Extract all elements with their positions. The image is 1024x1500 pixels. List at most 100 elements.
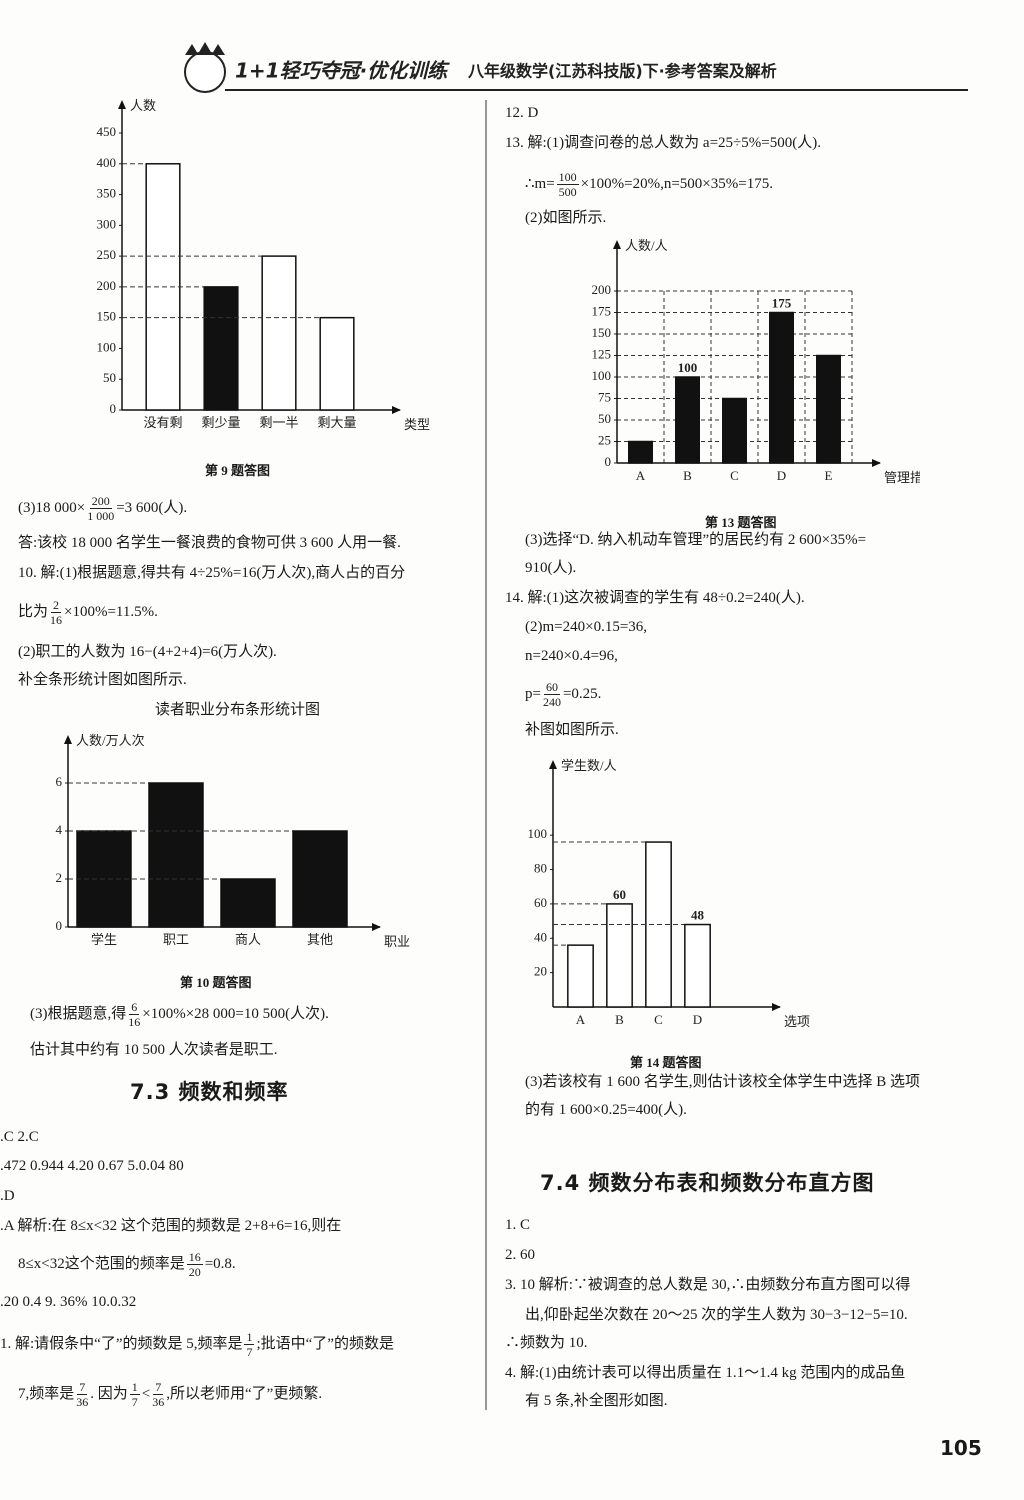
text: 2. 60 [505, 1247, 535, 1263]
text: 8≤x<32这个范围的频率是 [18, 1255, 185, 1272]
x-tick-label: 剩一半 [259, 415, 298, 430]
chart-caption: 第 14 题答图 [630, 1055, 702, 1070]
y-axis-label: 人数/人 [625, 238, 668, 253]
y-tick-label: 40 [534, 929, 547, 944]
x-tick-label: 商人 [235, 932, 261, 947]
text: ,所以老师用“了”更频繁. [166, 1385, 323, 1402]
bar [722, 397, 747, 464]
text: < [141, 1385, 151, 1402]
text: (3)选择“D. 纳入机动车管理”的居民约有 2 600×35%= [525, 532, 867, 548]
numerator: 200 [89, 494, 112, 509]
x-axis-arrow [392, 406, 401, 414]
text-line: 出,仰卧起坐次数在 20～25 次的学生人数为 30−3−12−5=10. [525, 1305, 908, 1325]
header-art: 1+1轻巧夺冠·优化训练 八年级数学(江苏科技版)下·参考答案及解析 [184, 42, 968, 93]
text: (3)若该校有 1 600 名学生,则估计该校全体学生中选择 B 选项 [525, 1074, 920, 1090]
value-label: 175 [772, 295, 792, 310]
x-axis-label: 职业 [384, 934, 410, 949]
text: 有 5 条,补全图形如图. [525, 1393, 668, 1409]
bar [675, 376, 700, 464]
x-tick-label: 学生 [91, 932, 117, 947]
text: 14. 解:(1)这次被调查的学生有 48÷0.2=240(人). [505, 590, 805, 606]
y-tick-label: 0 [605, 454, 612, 469]
x-tick-label: 剩大量 [317, 415, 356, 430]
text-line: 12. D [505, 103, 538, 123]
chart-title: 读者职业分布条形统计图 [155, 702, 321, 718]
x-tick-label: A [576, 1012, 586, 1027]
fraction: 16 20 [186, 1250, 203, 1279]
x-axis-arrow [372, 923, 381, 931]
text: 7.3 频数和频率 [130, 1080, 289, 1104]
y-tick-label: 400 [97, 155, 117, 170]
text-line: 估计其中约有 10 500 人次读者是职工. [30, 1040, 278, 1060]
text-line: (2)职工的人数为 16−(4+2+4)=6(万人次). [18, 642, 277, 662]
text: 答:该校 18 000 名学生一餐浪费的食物可供 3 600 人用一餐. [18, 535, 401, 551]
text-line: (3)18 000× 200 1 000 =3 600(人). [18, 494, 187, 523]
y-tick-label: 6 [56, 774, 63, 789]
text-line: ∴m= 100 500 ×100%=20%,n=500×35%=175. [525, 170, 773, 199]
bar [816, 354, 841, 464]
text-line: 1. 解:请假条中“了”的频数是 5,频率是 1 7 ;批语中“了”的频数是 [0, 1330, 394, 1359]
text: 910(人). [525, 560, 577, 576]
denominator: 500 [558, 185, 577, 199]
denominator: 7 [131, 1395, 138, 1409]
value-label: 100 [678, 360, 698, 375]
x-tick-label: B [683, 468, 692, 483]
denominator: 1 000 [87, 509, 115, 523]
x-axis-arrow [872, 459, 881, 467]
y-tick-label: 50 [103, 370, 116, 385]
fraction: 200 1 000 [87, 494, 114, 523]
y-axis-arrow [64, 735, 72, 744]
y-tick-label: 250 [97, 247, 117, 262]
text-line: 3. 10 解析:∵被调查的总人数是 30,∴由频数分布直方图可以得 [505, 1275, 910, 1295]
text-line: (3)根据题意,得 6 16 ×100%×28 000=10 500(人次). [30, 1000, 329, 1029]
text: .A 解析:在 8≤x<32 这个范围的频数是 2+8+6=16,则在 [0, 1218, 342, 1234]
text-line: .D [0, 1186, 15, 1206]
text: .20 0.4 9. 36% 10.0.32 [0, 1294, 137, 1310]
y-tick-label: 450 [97, 124, 117, 139]
x-tick-label: A [636, 468, 646, 483]
bar [319, 316, 355, 411]
fraction: 6 16 [128, 1000, 140, 1029]
y-tick-label: 150 [97, 309, 117, 324]
text: 7.4 频数分布表和频数分布直方图 [540, 1171, 875, 1195]
y-tick-label: 80 [534, 861, 547, 876]
numerator: 1 [244, 1330, 255, 1345]
denominator: 20 [188, 1265, 201, 1279]
x-axis-label: 选项 [784, 1014, 810, 1029]
numerator: 7 [77, 1380, 88, 1395]
text: ×100%×28 000=10 500(人次). [142, 1005, 329, 1022]
numerator: 2 [51, 598, 62, 613]
text: ∴m= [525, 175, 555, 192]
text: ∴频数为 10. [505, 1335, 588, 1351]
section-heading: 7.4 频数分布表和频数分布直方图 [540, 1171, 875, 1195]
denominator: 16 [128, 1015, 141, 1029]
text: .C 2.C [0, 1129, 39, 1145]
x-axis-label: 类型 [404, 417, 430, 432]
denominator: 36 [152, 1395, 165, 1409]
text: =0.8. [204, 1255, 236, 1272]
text-line: .20 0.4 9. 36% 10.0.32 [0, 1292, 136, 1312]
text-line: ∴频数为 10. [505, 1333, 588, 1353]
text-line: (3)若该校有 1 600 名学生,则估计该校全体学生中选择 B 选项 [525, 1072, 920, 1092]
crown [185, 42, 225, 55]
text: n=240×0.4=96, [525, 648, 618, 664]
section-heading: 7.3 频数和频率 [130, 1080, 289, 1104]
text-line: 答:该校 18 000 名学生一餐浪费的食物可供 3 600 人用一餐. [18, 533, 401, 553]
bar [606, 903, 633, 1008]
bar [220, 878, 276, 928]
y-tick-label: 20 [534, 964, 547, 979]
text-line: 补图如图所示. [525, 720, 619, 740]
x-axis-arrow [772, 1003, 781, 1011]
text: (2)m=240×0.15=36, [525, 619, 648, 635]
text: p= [525, 685, 541, 702]
y-tick-label: 100 [592, 368, 612, 383]
x-tick-label: C [730, 468, 739, 483]
text: (2)如图所示. [525, 210, 607, 226]
text: =3 600(人). [116, 499, 188, 516]
text-line: 的有 1 600×0.25=400(人). [525, 1100, 687, 1120]
text-line: (2)如图所示. [525, 208, 606, 228]
y-tick-label: 125 [592, 346, 612, 361]
bar [261, 255, 297, 411]
